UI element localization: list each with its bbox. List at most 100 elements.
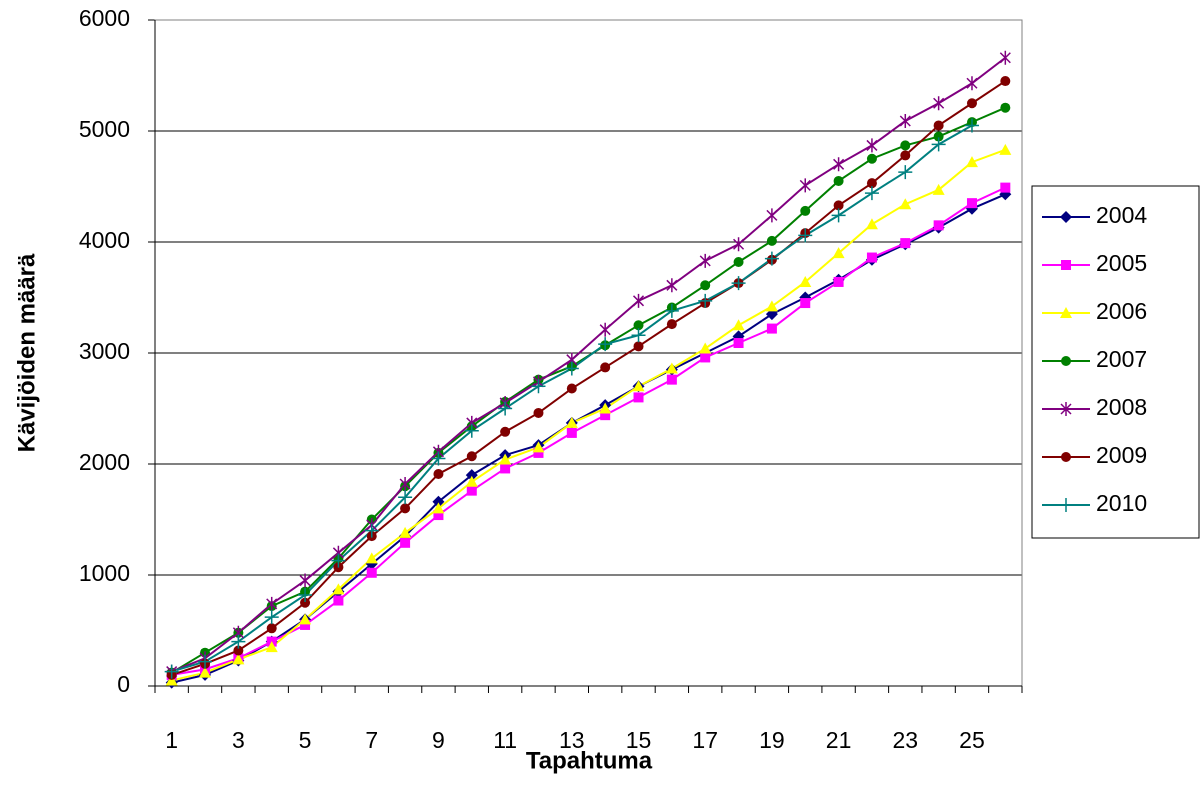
marker	[531, 379, 546, 394]
marker	[500, 426, 511, 437]
marker	[533, 447, 544, 458]
marker	[664, 303, 679, 318]
marker	[833, 200, 844, 211]
marker	[866, 178, 877, 189]
marker	[599, 402, 612, 414]
y-tick-label: 5000	[79, 116, 130, 142]
legend-label: 2009	[1096, 442, 1147, 468]
marker	[966, 198, 977, 209]
marker	[831, 208, 846, 223]
marker	[999, 143, 1012, 155]
marker	[900, 140, 911, 151]
marker	[800, 298, 811, 309]
marker	[833, 175, 844, 186]
marker	[498, 401, 513, 416]
marker	[432, 495, 445, 508]
marker	[1059, 498, 1073, 512]
marker	[932, 183, 945, 195]
marker	[432, 502, 445, 514]
marker	[299, 573, 311, 588]
legend-label: 2007	[1096, 346, 1147, 372]
marker	[465, 469, 478, 482]
marker	[965, 156, 978, 168]
marker	[964, 118, 979, 133]
marker	[833, 276, 844, 287]
marker	[232, 653, 245, 665]
marker	[666, 278, 678, 293]
marker	[599, 322, 611, 337]
marker	[832, 247, 845, 259]
marker	[400, 537, 411, 548]
x-tick-label: 11	[493, 727, 517, 753]
marker	[865, 218, 878, 230]
marker	[332, 583, 345, 595]
marker	[733, 256, 744, 267]
marker	[564, 361, 579, 376]
marker	[1061, 260, 1071, 270]
marker	[565, 416, 578, 428]
marker	[699, 342, 712, 354]
legend-label: 2004	[1096, 202, 1147, 228]
marker	[632, 380, 645, 392]
legend-label: 2006	[1096, 298, 1147, 324]
marker	[365, 552, 378, 564]
legend-label: 2005	[1096, 250, 1147, 276]
x-tick-label: 13	[559, 727, 585, 753]
marker	[733, 237, 745, 252]
marker	[165, 674, 178, 686]
series-line	[171, 80, 1006, 676]
marker	[399, 476, 411, 491]
marker	[199, 666, 212, 678]
marker	[333, 595, 344, 606]
marker	[766, 323, 777, 334]
y-tick-label: 3000	[79, 338, 130, 364]
marker	[898, 165, 913, 180]
marker	[633, 392, 644, 403]
marker	[933, 131, 944, 142]
marker	[598, 337, 613, 352]
marker	[732, 319, 745, 331]
y-tick-label: 1000	[79, 560, 130, 586]
x-tick-label: 23	[892, 727, 918, 753]
marker	[1000, 182, 1011, 193]
marker	[800, 205, 811, 216]
marker	[1060, 211, 1072, 223]
marker	[600, 410, 611, 421]
y-tick-label: 4000	[79, 227, 130, 253]
marker	[699, 253, 711, 268]
marker	[833, 157, 845, 172]
marker	[231, 634, 246, 649]
marker	[566, 383, 577, 394]
marker	[465, 475, 478, 487]
marker	[933, 220, 944, 231]
series-line	[171, 56, 1006, 673]
marker	[966, 76, 978, 91]
marker	[666, 319, 677, 330]
y-axis-title: Kävijöiden määrä	[13, 253, 40, 452]
x-tick-label: 17	[692, 727, 718, 753]
marker	[265, 641, 278, 653]
x-tick-label: 1	[165, 727, 178, 753]
marker	[398, 490, 413, 505]
marker	[764, 251, 779, 266]
x-tick-label: 15	[626, 727, 652, 753]
marker	[300, 619, 311, 630]
legend-label: 2008	[1096, 394, 1147, 420]
marker	[866, 252, 877, 263]
marker	[866, 138, 878, 153]
marker	[364, 523, 379, 538]
marker	[164, 664, 179, 679]
marker	[900, 150, 911, 161]
marker	[1060, 402, 1072, 416]
marker	[298, 587, 313, 602]
marker	[864, 186, 879, 201]
y-tick-label: 2000	[79, 449, 130, 475]
marker	[266, 623, 277, 634]
marker	[899, 198, 912, 210]
marker	[632, 293, 645, 308]
marker	[1000, 76, 1011, 87]
marker	[766, 235, 777, 246]
marker	[698, 293, 713, 308]
marker	[933, 120, 944, 131]
